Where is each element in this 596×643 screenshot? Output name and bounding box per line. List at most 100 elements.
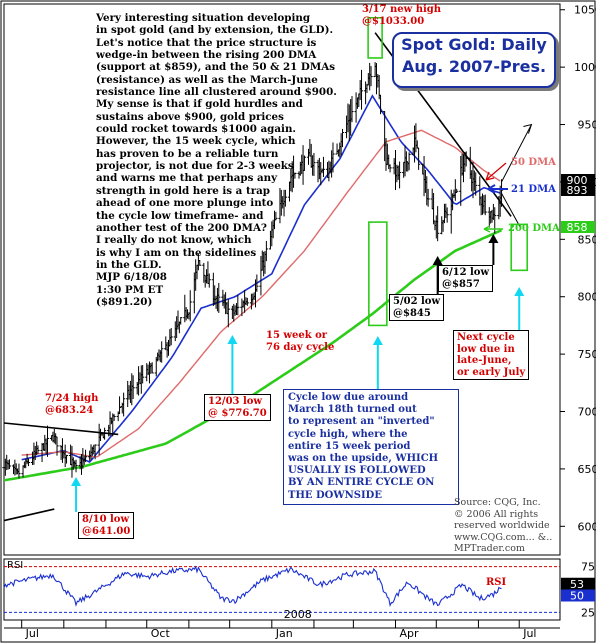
cycle-note-box: Cycle low due around March 18th turned o… [283,389,459,505]
price-bar-2008-02-08 [321,156,326,177]
arrow-low-0612 [488,234,499,265]
price-bar-2007-09-14 [122,392,126,417]
price-tick-label-600: 600 [578,520,596,533]
annotation-low-0612: 6/12 low @$857 [438,265,494,292]
price-tag-858 [561,221,595,233]
price-bar-2007-10-05 [150,362,154,374]
pointer-21dma [487,184,508,194]
month-label-oct-1: Oct [151,627,171,640]
arrow-cycle-window [372,336,383,390]
rsi-tick-75: 75 [581,561,595,574]
month-label-jul-0: Jul [25,627,39,640]
source-credit: Source: CQG, Inc. © 2006 All rights rese… [454,497,553,554]
price-bar-2007-08-03 [64,454,69,464]
price-bar-2007-09-21 [131,375,135,399]
rsi-series-label: RSI [486,577,507,588]
rsi-value-tag-label-53: 53 [570,578,584,591]
price-bar-2007-11-30 [226,299,230,328]
price-tag-900 [561,174,595,186]
price-bar-2008-04-18 [417,147,421,170]
arrow-low-0810 [71,477,82,512]
price-tick-label-1050: 1050 [574,4,596,17]
price-bar-2008-03-14 [369,66,373,87]
price-bar-2007-12-21 [255,274,259,292]
price-tick-label-1000: 1000 [574,61,596,74]
price-bar-2007-08-24 [93,444,97,460]
rsi-panel-label: RSI [7,560,23,571]
rsi-panel: 255075RSIRSI5350 [3,558,595,621]
time-axis: Jul Oct Jan Apr Jul 2008 [4,608,560,640]
price-plot-frame [3,3,561,556]
chart-title-box: Spot Gold: Daily Aug. 2007-Pres. [392,32,556,88]
price-bar-2007-08-10 [74,459,78,473]
rsi-value-tag-53 [561,577,595,590]
commentary-text: Very interesting situation developing in… [96,12,337,308]
projection-up-arrowhead [523,123,533,134]
price-tag-label-893: 893 [567,184,588,197]
pointer-50dma [485,162,507,181]
month-label-jan-2: Jan [275,627,293,640]
price-bar-2008-06-06 [483,194,487,216]
projection-up-arrow [501,124,532,183]
price-bar-2007-08-17 [83,449,88,463]
rsi-tick-25: 25 [581,606,595,619]
chart-title-line1: Spot Gold: Daily [401,35,547,54]
price-bar-2008-01-11 [283,189,287,207]
pointer-200dma [483,225,503,233]
arrow-next-cycle [514,287,525,330]
price-bar-2008-03-28 [388,164,392,173]
price-bar-2008-04-25 [426,188,430,207]
label-200dma: 200 DMA [508,223,560,234]
annotation-low-0810: 8/10 low @641.00 [78,512,135,539]
price-tag-label-858: 858 [567,221,588,234]
price-bar-2008-05-16 [455,188,459,193]
price-tick-label-750: 750 [578,348,596,361]
label-50dma: 50 DMA [511,157,556,168]
price-bars [2,62,504,479]
price-bar-2008-05-02 [436,206,440,242]
price-tag-893 [561,184,595,196]
price-bar-2008-01-25 [302,155,307,171]
price-bar-2008-03-21 [378,94,383,115]
cycle-box-march-window [368,221,388,327]
price-bar-2008-01-18 [293,172,297,179]
price-bar-2007-11-23 [217,282,221,313]
price-bar-2008-05-09 [445,207,449,223]
price-tick-label-650: 650 [578,463,596,476]
summer-support-line [3,508,55,522]
arrow-low-0612-head [488,234,499,243]
arrow-low-0502-head [432,256,443,265]
price-bar-2008-02-15 [331,142,335,173]
cycle-box-march-high [367,16,383,59]
arrow-next-cycle-head [514,287,525,296]
price-bar-2007-07-06 [26,458,31,467]
annotation-high-0317: 3/17 new high @$1033.00 [362,4,442,27]
price-tick-label-800: 800 [578,291,596,304]
arrow-low-1203-head [227,335,238,344]
price-tick-label-700: 700 [578,406,596,419]
annotation-low-1203: 12/03 low @ $776.70 [204,394,271,421]
annotation-cycle-label: 15 week or 76 day cycle [266,330,335,353]
price-bar-2008-05-30 [474,172,478,196]
month-label-apr-3: Apr [400,627,420,640]
price-bar-2007-06-29 [17,463,21,479]
price-bar-2007-11-02 [188,290,192,322]
month-label-jul-4: Jul [522,627,536,640]
price-bar-2008-01-04 [274,211,278,221]
rsi-plot-frame [3,558,561,621]
price-bar-2007-12-14 [245,297,249,306]
chart-markers [71,16,529,512]
annotation-high-0724: 7/24 high @683.24 [45,393,99,416]
price-bar-2008-04-11 [407,152,411,171]
label-21dma: 21 DMA [511,184,556,195]
projection-down-arrow [501,193,522,229]
price-bar-2007-09-07 [112,414,116,422]
ma-line-50-dma [21,129,501,458]
arrow-cycle-window-head [372,336,383,345]
price-bar-2008-02-29 [350,96,354,123]
price-bar-2007-11-16 [207,273,211,288]
annotation-low-0502: 5/02 low @$845 [389,294,445,321]
price-bar-2008-02-22 [340,128,345,148]
cycle-box-next-low [510,223,529,272]
